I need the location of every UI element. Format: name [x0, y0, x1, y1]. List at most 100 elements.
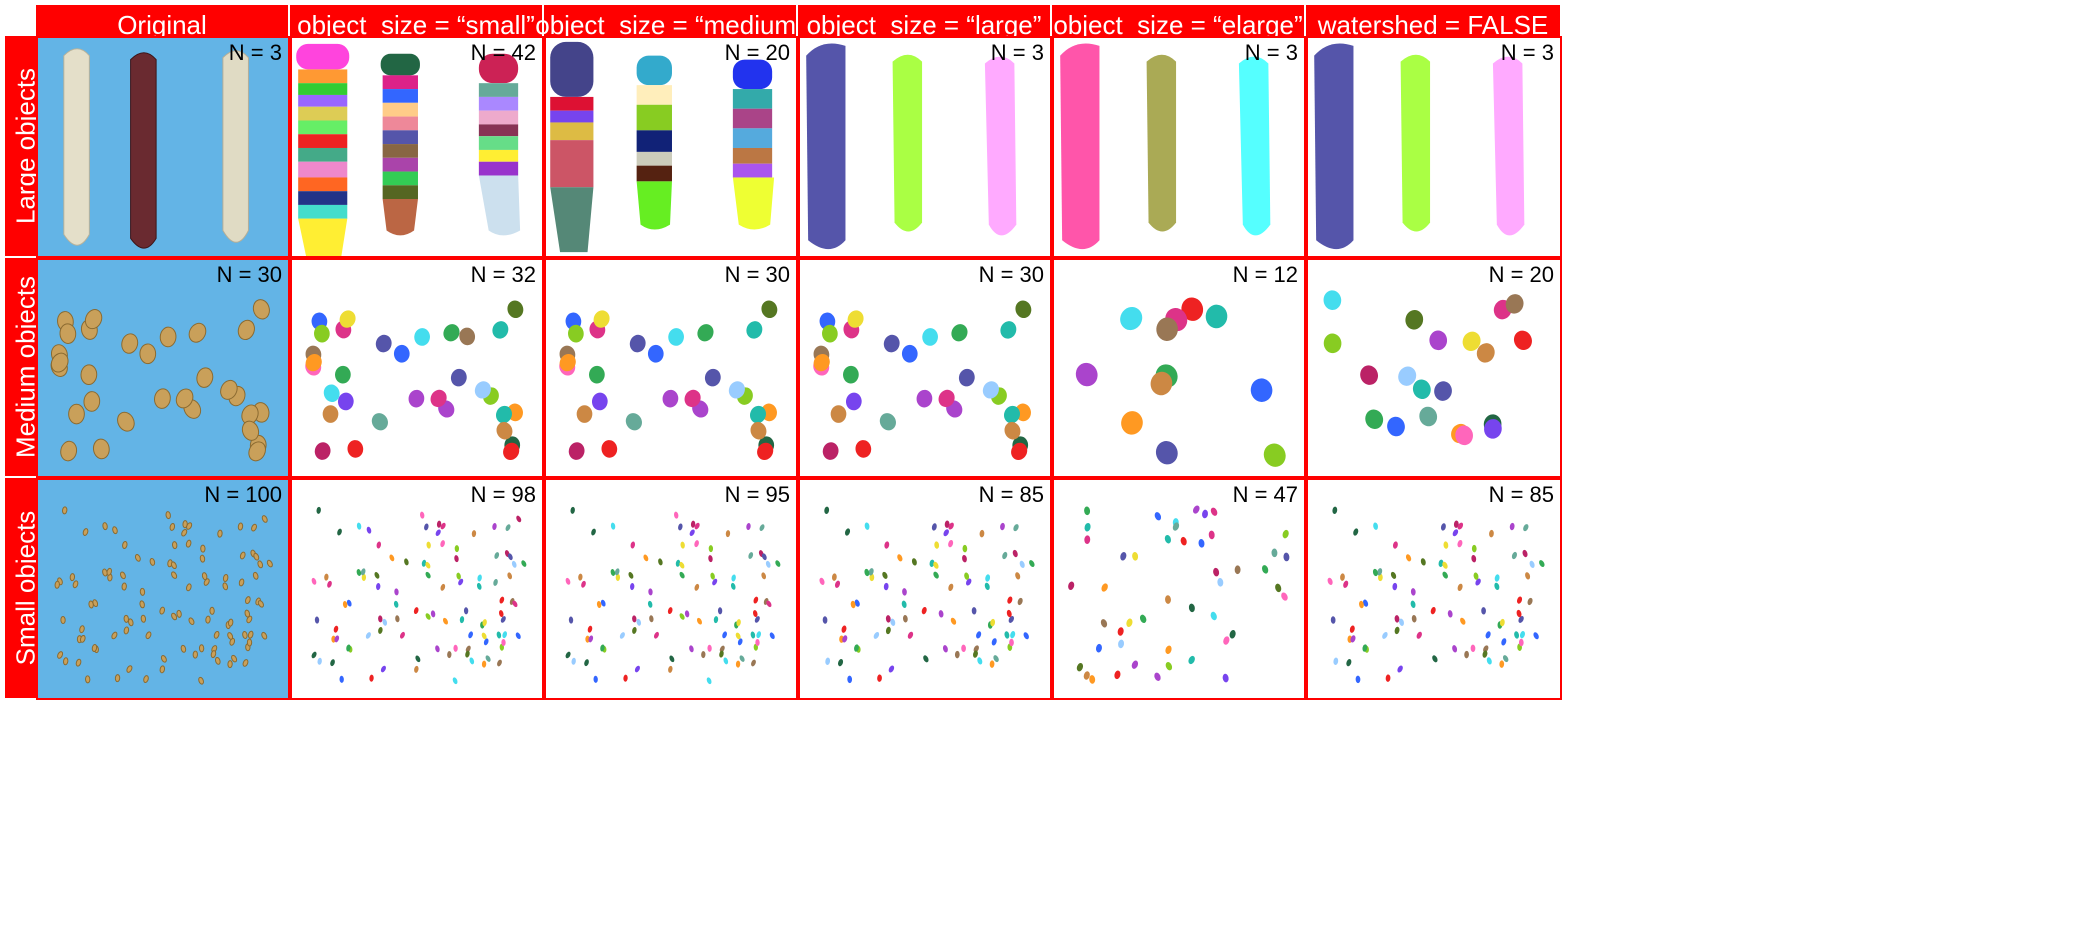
segmented-seed: [1076, 662, 1084, 672]
segmented-seed: [1332, 506, 1338, 515]
count-label: N = 30: [978, 262, 1044, 287]
seed-object: [171, 571, 178, 579]
segmentation-watershed-false: [1314, 43, 1525, 250]
segmented-seed: [710, 572, 715, 580]
segmented-seed: [976, 631, 982, 639]
seed-object: [209, 606, 215, 615]
segmented-seed: [1462, 331, 1481, 351]
segmented-seed: [452, 677, 458, 685]
segmented-seed: [512, 600, 518, 608]
segmented-seed: [499, 596, 505, 604]
seed-object: [149, 557, 156, 566]
segmented-seed: [496, 631, 502, 639]
seed-object: [82, 528, 89, 536]
segmented-seed: [1263, 443, 1286, 467]
seed-object: [253, 552, 260, 561]
segmented-seed: [1429, 330, 1448, 351]
segmented-seed: [425, 571, 431, 579]
segmented-seed: [1084, 506, 1091, 516]
segmented-seed: [623, 674, 628, 682]
segmented-seed: [730, 582, 736, 590]
segmented-seed: [454, 555, 459, 563]
seed-object: [170, 561, 177, 570]
segmented-seed: [689, 529, 695, 536]
segmented-seed: [576, 405, 593, 423]
segmented-seed: [601, 440, 618, 458]
segmented-seed: [1340, 573, 1345, 581]
segmented-seed: [1519, 631, 1525, 639]
segmented-seed: [314, 616, 320, 624]
segmented-seed: [1229, 630, 1236, 639]
segmented-seed: [735, 632, 741, 640]
segmented-ear: [1238, 56, 1271, 236]
segmented-seed: [1010, 631, 1016, 639]
segmented-seed: [404, 558, 409, 566]
segmented-seed: [944, 520, 950, 528]
segmented-seed: [492, 321, 509, 339]
seed-object: [154, 388, 171, 409]
seed-object: [160, 655, 167, 663]
segmented-seed: [1327, 577, 1333, 585]
segmented-seed: [884, 541, 890, 549]
seed-object: [169, 522, 176, 531]
count-label: N = 12: [1232, 262, 1298, 287]
segmented-seed: [1011, 442, 1028, 460]
segmented-seed: [1165, 645, 1172, 654]
segmented-seed: [982, 381, 999, 399]
segmented-seed: [1084, 522, 1091, 532]
segmented-seed: [1323, 333, 1342, 354]
segmented-seed: [395, 615, 400, 623]
segmentation-large: [813, 300, 1032, 460]
segmented-seed: [305, 353, 322, 372]
segmented-seed: [1330, 616, 1336, 624]
segmented-seed: [565, 651, 571, 659]
segmented-seed: [568, 324, 584, 343]
segmented-seed: [962, 544, 968, 553]
segmented-seed: [868, 568, 874, 576]
segmented-seed: [1131, 660, 1139, 669]
segmented-seed: [430, 610, 436, 618]
segmented-seed: [1382, 631, 1388, 639]
segmented-seed: [440, 522, 446, 530]
segmented-seed: [1387, 416, 1405, 437]
segmented-seed: [1008, 615, 1015, 623]
seed-object: [246, 615, 253, 624]
seed-object: [213, 630, 220, 639]
segmented-seed: [1126, 618, 1133, 628]
segmented-ear-left: [550, 41, 594, 253]
segmented-seed: [701, 651, 706, 659]
segmented-seed: [1234, 565, 1241, 575]
segmented-seed: [907, 631, 914, 639]
segmented-seed: [1250, 378, 1273, 402]
seed-object: [140, 614, 147, 623]
seed-object: [222, 582, 229, 591]
segmented-seed: [769, 632, 775, 640]
segmented-seed: [1443, 541, 1449, 549]
seed-object: [139, 587, 146, 596]
segmented-seed: [694, 522, 700, 530]
segmented-seed: [822, 442, 839, 460]
segmented-seed: [435, 645, 440, 653]
segmented-seed: [589, 365, 605, 384]
segmented-seed: [600, 644, 605, 652]
segmented-seed: [1333, 657, 1339, 665]
segmented-seed: [424, 523, 429, 531]
segmented-seed: [1154, 672, 1161, 681]
segmented-seed: [722, 631, 727, 639]
seed-object: [176, 609, 182, 618]
segmented-seed: [684, 610, 690, 618]
segmented-seed: [337, 392, 354, 411]
count-label: N = 95: [724, 482, 790, 507]
segmented-seed: [1440, 523, 1446, 531]
count-label: N = 3: [228, 40, 282, 65]
seed-object: [210, 650, 217, 659]
segmented-seed: [596, 601, 602, 609]
segmented-seed: [1471, 544, 1477, 553]
segmented-seed: [751, 659, 756, 667]
segmented-seed: [667, 607, 673, 615]
segmented-seed: [501, 638, 506, 647]
segmented-seed: [864, 522, 870, 530]
seed-object: [159, 606, 165, 615]
segmented-seed: [378, 626, 383, 634]
seed-object: [246, 638, 253, 647]
